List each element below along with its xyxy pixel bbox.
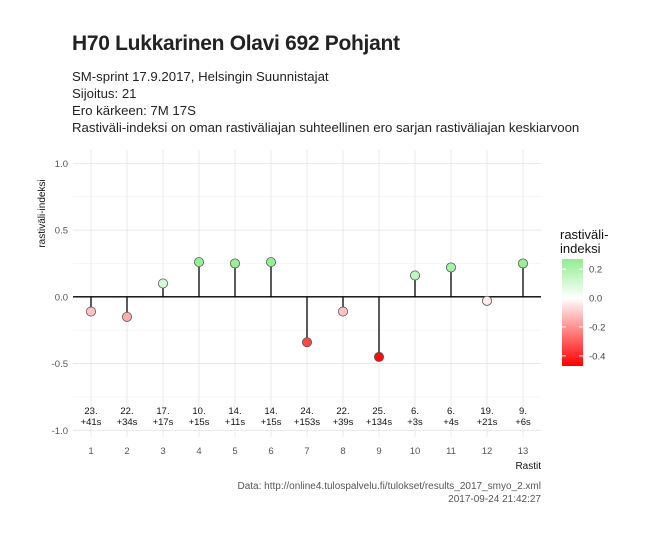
data-points bbox=[86, 257, 529, 362]
axes: -1.0-0.50.00.51.01 2 3 4 5 6 7 8 9 10 11 12 13Rastit… bbox=[37, 159, 541, 472]
point-label-rank: 25. bbox=[372, 406, 385, 417]
data-point bbox=[193, 257, 204, 268]
x-tick-label: 4 bbox=[196, 446, 201, 457]
y-tick-label: 0.5 bbox=[55, 226, 68, 237]
point-label-rank: 17. bbox=[156, 406, 169, 417]
point-label-rank: 14. bbox=[228, 406, 241, 417]
point-label-rank: 23. bbox=[84, 406, 97, 417]
legend-tick-label: 0.2 bbox=[589, 265, 602, 276]
point-label-time: +15s bbox=[261, 417, 282, 428]
x-tick-label: 2 bbox=[124, 446, 129, 457]
legend-colorbar bbox=[562, 259, 583, 366]
point-label-rank: 24. bbox=[300, 406, 313, 417]
data-source: Data: http://online4.tulospalvelu.fi/tul… bbox=[237, 481, 541, 492]
data-point bbox=[373, 351, 384, 362]
point-labels: 23.+41s22.+34s17.+17s10.+15s14.+11s14.+1… bbox=[81, 406, 531, 428]
point-label-rank: 6. bbox=[411, 406, 419, 417]
point-label-time: +15s bbox=[189, 417, 210, 428]
data-point bbox=[518, 258, 529, 269]
point-label-time: +153s bbox=[294, 417, 320, 428]
legend-title: indeksi bbox=[560, 241, 601, 256]
point-label-rank: 19. bbox=[480, 406, 493, 417]
x-tick-label: 6 bbox=[268, 446, 273, 457]
data-point bbox=[301, 337, 312, 348]
x-axis-label: Rastit bbox=[515, 461, 541, 472]
point-label-time: +41s bbox=[81, 417, 102, 428]
subtitle-line-gap: Ero kärkeen: 7M 17S bbox=[72, 103, 196, 118]
legend-tick-label: 0.0 bbox=[589, 294, 602, 305]
point-label-rank: 6. bbox=[447, 406, 455, 417]
legend-tick-label: -0.4 bbox=[589, 351, 605, 362]
color-legend: rastiväli-indeksi 0.2 0.0 -0.2 -0.4 bbox=[560, 227, 608, 366]
chart-title: H70 Lukkarinen Olavi 692 Pohjant bbox=[72, 32, 400, 55]
subtitle-line-rank: Sijoitus: 21 bbox=[72, 86, 137, 101]
point-label-time: +6s bbox=[515, 417, 531, 428]
data-point bbox=[409, 270, 420, 281]
x-tick-label: 3 bbox=[160, 446, 165, 457]
data-point bbox=[229, 258, 240, 269]
legend-tick-label: -0.2 bbox=[589, 322, 605, 333]
point-label-time: +3s bbox=[407, 417, 423, 428]
data-point bbox=[481, 295, 492, 306]
x-tick-label: 9 bbox=[376, 446, 381, 457]
x-tick-label: 1 bbox=[88, 446, 93, 457]
data-point bbox=[265, 257, 276, 268]
x-tick-label: 7 bbox=[304, 446, 309, 457]
legend-title: rastiväli- bbox=[560, 227, 608, 242]
data-point bbox=[445, 262, 456, 273]
chart-subtitle: SM-sprint 17.9.2017, Helsingin Suunnista… bbox=[72, 68, 579, 136]
y-axis-label: rastiväli-indeksi bbox=[37, 179, 48, 247]
data-point bbox=[86, 306, 97, 317]
point-label-rank: 14. bbox=[264, 406, 277, 417]
x-tick-label: 8 bbox=[340, 446, 345, 457]
point-label-rank: 22. bbox=[120, 406, 133, 417]
point-label-time: +11s bbox=[225, 417, 245, 428]
point-label-time: +17s bbox=[153, 417, 174, 428]
y-tick-label: 1.0 bbox=[55, 159, 68, 170]
point-label-time: +39s bbox=[333, 417, 354, 428]
y-tick-label: -0.5 bbox=[52, 359, 68, 370]
point-label-time: +21s bbox=[477, 417, 498, 428]
x-tick-label: 11 bbox=[446, 446, 456, 457]
x-tick-label: 13 bbox=[518, 446, 529, 457]
point-label-time: +34s bbox=[117, 417, 138, 428]
point-label-rank: 22. bbox=[336, 406, 349, 417]
point-label-rank: 10. bbox=[192, 406, 205, 417]
subtitle-line-event: SM-sprint 17.9.2017, Helsingin Suunnista… bbox=[72, 69, 329, 84]
y-tick-label: 0.0 bbox=[55, 292, 68, 303]
point-label-rank: 9. bbox=[519, 406, 527, 417]
grid-lines bbox=[73, 150, 541, 437]
y-tick-label: -1.0 bbox=[52, 426, 68, 437]
data-point bbox=[337, 306, 348, 317]
data-point bbox=[122, 311, 133, 322]
point-label-time: +134s bbox=[366, 417, 392, 428]
caption: Data: http://online4.tulospalvelu.fi/tul… bbox=[237, 480, 541, 506]
x-tick-label: 10 bbox=[410, 446, 421, 457]
data-point bbox=[157, 278, 168, 289]
x-tick-label: 12 bbox=[482, 446, 493, 457]
point-label-time: +4s bbox=[443, 417, 459, 428]
x-tick-label: 5 bbox=[232, 446, 237, 457]
subtitle-line-description: Rastiväli-indeksi on oman rastiväliajan … bbox=[72, 120, 580, 135]
timestamp: 2017-09-24 21:42:27 bbox=[448, 494, 541, 505]
